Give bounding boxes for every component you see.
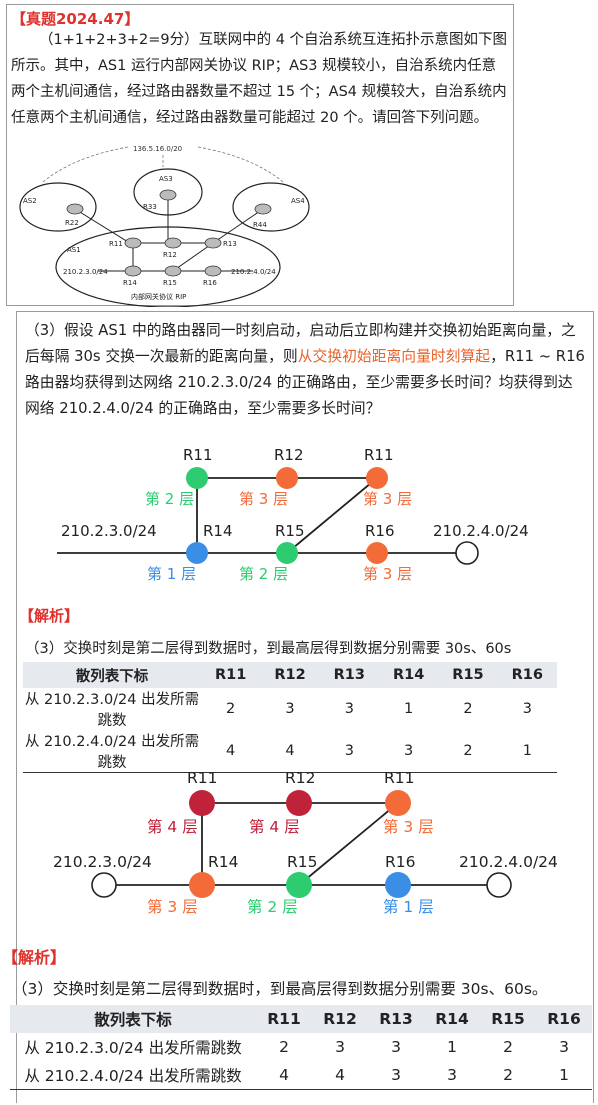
node-r11-a — [186, 467, 208, 489]
question-text: （1+1+2+3+2=9分）互联网中的 4 个自治系统互连拓扑示意图如下图所示。… — [11, 27, 509, 131]
analysis1-title: 【解析】 — [19, 607, 80, 625]
node-r15 — [286, 872, 312, 898]
topo-as3: AS3 — [159, 175, 173, 183]
net-left-node — [91, 872, 117, 898]
d2-layer-r14: 第 3 层 — [147, 898, 198, 916]
layer-diagram-2: R11 R12 R11 R14 R15 R16 210.2.3.0/24 210… — [53, 769, 558, 916]
layer-diagram-1: R11 R12 R11 R14 R15 R16 210.2.3.0/24 210… — [57, 446, 529, 583]
sub-question-highlight: 从交换初始距离向量时刻算起 — [297, 348, 491, 365]
topo-r12: R12 — [163, 251, 177, 259]
question-body: （1+1+2+3+2=9分）互联网中的 4 个自治系统互连拓扑示意图如下图所示。… — [11, 32, 508, 126]
d1-layer-r15: 第 2 层 — [239, 565, 288, 583]
node-r11-b — [385, 790, 411, 816]
d2-label-r11-a: R11 — [187, 769, 218, 787]
question-tag: 【真题2024.47】 — [11, 10, 140, 28]
d2-layer-r16: 第 1 层 — [383, 898, 434, 916]
sub-question: （3）假设 AS1 中的路由器同一时刻启动，启动后立即构建并交换初始距离向量，之… — [25, 318, 585, 422]
topo-net-left: 210.2.3.0/24 — [63, 268, 108, 276]
d1-net-right: 210.2.4.0/24 — [433, 522, 529, 540]
table-row: 从 210.2.4.0/24 出发所需跳数 4 4 3 3 2 1 — [24, 1065, 569, 1085]
node-r11-b — [366, 467, 388, 489]
hop-table-1: 散列表下标 R11 R12 R13 R14 R15 R16 从 210.2.3.… — [23, 662, 557, 773]
sub-question-part2: ，R11 ~ R16 路由器均获得到达网络 210.2.3.0/24 的正确路由… — [25, 348, 585, 417]
d1-label-r16: R16 — [365, 522, 395, 540]
topo-r15: R15 — [163, 279, 177, 287]
node-r14 — [189, 872, 215, 898]
d1-net-left: 210.2.3.0/24 — [61, 522, 157, 540]
topo-net-top: 136.5.16.0/20 — [133, 145, 182, 153]
topo-net-right: 210.2.4.0/24 — [231, 268, 276, 276]
question-box: 【真题2024.47】 （1+1+2+3+2=9分）互联网中的 4 个自治系统互… — [6, 4, 514, 307]
topo-r44: R44 — [253, 221, 267, 229]
topo-r22: R22 — [65, 219, 79, 227]
sub-question-part1: （3）假设 AS1 中的路由器同一时刻启动，启动后立即构建并交换初始距离向量，之… — [25, 322, 576, 365]
analysis2-title: 【解析】 — [2, 948, 67, 967]
node-r16 — [366, 542, 388, 564]
d2-net-left: 210.2.3.0/24 — [53, 853, 152, 871]
topology-diagram: 136.5.16.0/20 — [19, 145, 310, 307]
d1-label-r15: R15 — [275, 522, 305, 540]
topo-protocol: 内部网关协议 RIP — [131, 292, 186, 301]
d2-label-r12: R12 — [285, 769, 316, 787]
d2-label-r14: R14 — [208, 853, 239, 871]
analysis1-text: （3）交换时刻是第二层得到数据时，到最高层得到数据分别需要 30s、60s — [25, 641, 512, 657]
node-r12 — [286, 790, 312, 816]
hop-table-2: 散列表下标 R11 R12 R13 R14 R15 R16 从 210.2.3.… — [10, 1005, 592, 1090]
d2-layer-r12: 第 4 层 — [249, 818, 300, 836]
node-r11-a — [189, 790, 215, 816]
table-row: 从 210.2.3.0/24 出发所需跳数 2 3 3 1 2 3 — [24, 1038, 569, 1057]
d1-label-r11-b: R11 — [364, 446, 394, 464]
topo-as1: AS1 — [67, 246, 81, 254]
d1-layer-r11-b: 第 3 层 — [363, 490, 412, 508]
node-r14 — [186, 542, 208, 564]
node-r16 — [385, 872, 411, 898]
topo-r11: R11 — [109, 240, 123, 248]
topo-r16: R16 — [203, 279, 217, 287]
net-right-node — [455, 541, 479, 565]
d1-layer-r12: 第 3 层 — [239, 490, 288, 508]
d2-label-r11-b: R11 — [384, 769, 415, 787]
d2-layer-r11-b: 第 3 层 — [383, 818, 434, 836]
analysis2-text: （3）交换时刻是第二层得到数据时，到最高层得到数据分别需要 30s、60s。 — [12, 980, 548, 998]
d1-label-r12: R12 — [274, 446, 304, 464]
topo-r14: R14 — [123, 279, 137, 287]
d2-label-r15: R15 — [287, 853, 318, 871]
d1-layer-r11-a: 第 2 层 — [145, 490, 194, 508]
d1-layer-r14: 第 1 层 — [147, 565, 196, 583]
table-row: 从 210.2.3.0/24 出发所需跳数 2 3 3 1 2 3 — [24, 692, 532, 729]
d2-layer-r11-a: 第 4 层 — [147, 818, 198, 836]
d2-label-r16: R16 — [385, 853, 416, 871]
node-r12 — [276, 467, 298, 489]
topo-as4: AS4 — [291, 197, 305, 205]
answer-box: （3）假设 AS1 中的路由器同一时刻启动，启动后立即构建并交换初始距离向量，之… — [16, 311, 594, 1103]
table-header-row: 散列表下标 R11 R12 R13 R14 R15 R16 — [10, 1005, 592, 1033]
topo-as2: AS2 — [23, 197, 37, 205]
node-r15 — [276, 542, 298, 564]
d2-net-right: 210.2.4.0/24 — [459, 853, 558, 871]
topo-r13: R13 — [223, 240, 237, 248]
net-right-node — [486, 872, 512, 898]
table-header-row: 散列表下标 R11 R12 R13 R14 R15 R16 — [23, 662, 557, 688]
topo-r33: R33 — [143, 203, 157, 211]
d1-layer-r16: 第 3 层 — [363, 565, 412, 583]
d1-label-r11-a: R11 — [183, 446, 213, 464]
d2-layer-r15: 第 2 层 — [247, 898, 298, 916]
d1-label-r14: R14 — [203, 522, 233, 540]
table-row: 从 210.2.4.0/24 出发所需跳数 4 4 3 3 2 1 — [24, 734, 532, 771]
